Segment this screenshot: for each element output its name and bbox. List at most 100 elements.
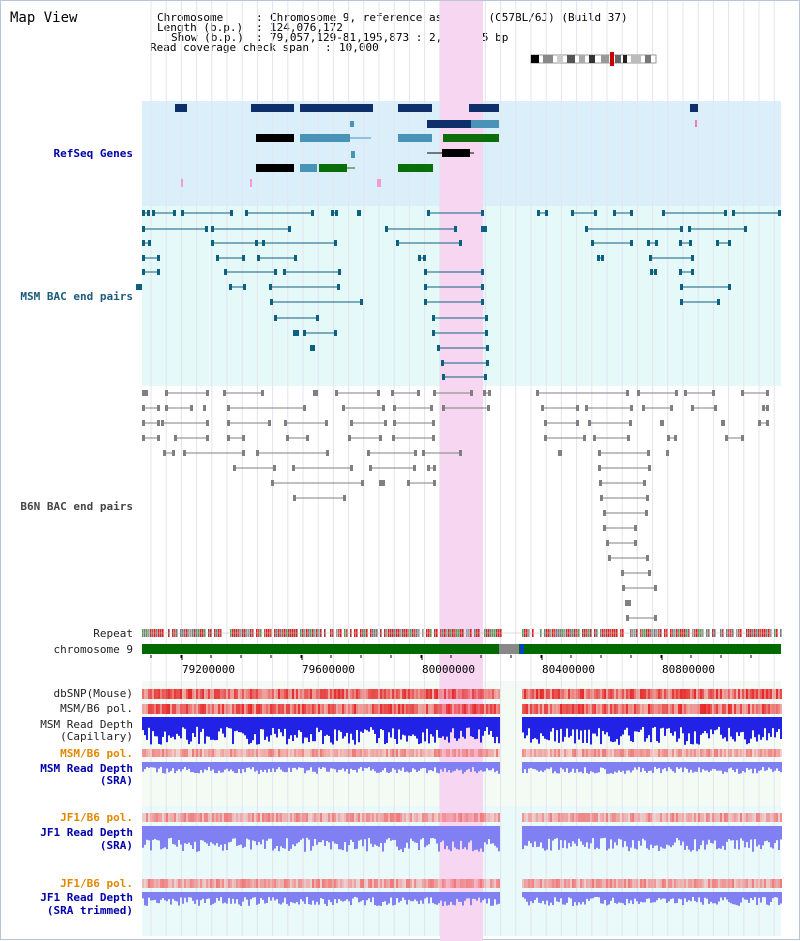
dbsnp-cell <box>338 689 340 699</box>
dbsnp-cell <box>662 689 664 699</box>
msm-depth-cap-bar <box>474 717 476 740</box>
msm-pol-cell <box>334 704 336 714</box>
msm-depth-cap-bar <box>528 717 530 729</box>
dbsnp-cell <box>312 689 314 699</box>
jf1-depth-bar <box>246 826 248 839</box>
jf1-trim-bar <box>212 892 214 904</box>
jf1-pol-cell <box>392 813 394 822</box>
jf1-depth-bar <box>744 826 746 848</box>
msm-depth-sra-bar <box>582 762 584 774</box>
dbsnp-cell <box>292 689 294 699</box>
dbsnp-cell <box>282 689 284 699</box>
msm-pol2-cell <box>586 749 588 757</box>
msm-pol-cell <box>722 704 724 714</box>
msm-pol2-cell <box>666 749 668 757</box>
jf1-trim-bar <box>214 892 216 903</box>
refseq-gene <box>690 104 698 112</box>
jf1-trim-bar <box>366 892 368 901</box>
msm-pol2-cell <box>192 749 194 757</box>
jf1-trim-bar <box>410 892 412 902</box>
jf1-trim-bar <box>678 892 680 899</box>
jf1-trim-bar <box>704 892 706 898</box>
msm-depth-cap-bar <box>318 717 320 733</box>
refseq-gene <box>319 164 347 172</box>
jf1-pol-cell <box>356 813 358 822</box>
b6n-bac-pair-end <box>626 390 629 396</box>
msm-bac-pair-end <box>454 226 457 232</box>
msm-depth-cap-bar <box>436 717 438 730</box>
jf1-trim-bar <box>470 892 472 906</box>
dbsnp-cell <box>634 689 636 699</box>
jf1-trim-bar <box>676 892 678 903</box>
msm-depth-sra-bar <box>368 762 370 768</box>
msm-depth-sra-bar <box>258 762 260 774</box>
jf1-trim-bar <box>580 892 582 905</box>
msm-pol-cell <box>652 704 654 714</box>
jf1-pol-cell <box>324 813 326 822</box>
msm-depth-sra-bar <box>164 762 166 774</box>
dbsnp-cell <box>636 689 638 699</box>
msm-depth-sra-bar <box>332 762 334 769</box>
msm-depth-sra-bar <box>776 762 778 769</box>
jf1-pol-cell <box>252 813 254 822</box>
msm-depth-cap-bar <box>296 717 298 738</box>
jf1-trim-bar <box>482 892 484 901</box>
jf1-pol2-cell <box>336 879 338 888</box>
b6n-bac-pair-end <box>227 405 230 411</box>
msm-depth-sra-bar <box>334 762 336 770</box>
jf1-depth-bar <box>156 826 158 841</box>
msm-pol2-cell <box>356 749 358 757</box>
msm-depth-cap-bar <box>230 717 232 729</box>
jf1-depth-bar <box>708 826 710 840</box>
msm-pol2-cell <box>634 749 636 757</box>
track-label-msm-bac[interactable]: MSM BAC end pairs <box>20 290 133 303</box>
track-label-refseq[interactable]: RefSeq Genes <box>53 147 133 160</box>
jf1-trim-bar <box>568 892 570 898</box>
msm-depth-cap-bar <box>288 717 290 739</box>
jf1-depth-bar <box>540 826 542 843</box>
track-label-b6n-bac[interactable]: B6N BAC end pairs <box>20 500 133 513</box>
msm-pol-cell <box>600 704 602 714</box>
msm-depth-sra-bar <box>222 762 224 773</box>
dbsnp-cell <box>210 689 212 699</box>
jf1-pol2-cell <box>654 879 656 888</box>
jf1-trim-bar <box>152 892 154 901</box>
jf1-pol-cell <box>474 813 476 822</box>
dbsnp-cell <box>572 689 574 699</box>
jf1-depth-bar <box>458 826 460 850</box>
jf1-trim-bar <box>556 892 558 902</box>
jf1-pol2-cell <box>404 879 406 888</box>
msm-depth-cap-bar <box>566 717 568 729</box>
b6n-bac-pair-end <box>741 390 744 396</box>
b6n-bac-pair-end <box>544 435 547 441</box>
jf1-pol-cell <box>466 813 468 822</box>
jf1-trim-bar <box>312 892 314 901</box>
jf1-depth-bar <box>298 826 300 843</box>
msm-depth-sra-bar <box>352 762 354 771</box>
jf1-depth-bar <box>238 826 240 846</box>
msm-depth-cap-bar <box>574 717 576 744</box>
selection-highlight <box>440 1 483 941</box>
msm-pol-cell <box>380 704 382 714</box>
dbsnp-cell <box>546 689 548 699</box>
msm-depth-cap-bar <box>238 717 240 733</box>
jf1-pol2-cell <box>670 879 672 888</box>
msm-pol2-cell <box>762 749 764 757</box>
jf1-trim-bar <box>416 892 418 902</box>
jf1-pol-cell <box>438 813 440 822</box>
msm-depth-sra-bar <box>382 762 384 771</box>
msm-pol2-cell <box>166 749 168 757</box>
jf1-trim-bar <box>616 892 618 904</box>
jf1-depth-bar <box>334 826 336 844</box>
jf1-trim-bar <box>592 892 594 899</box>
jf1-trim-bar <box>368 892 370 899</box>
dbsnp-cell <box>236 689 238 699</box>
dbsnp-cell <box>220 689 222 699</box>
dbsnp-cell <box>674 689 676 699</box>
dbsnp-cell <box>698 689 700 699</box>
msm-depth-cap-bar <box>718 717 720 727</box>
msm-bac-pair-end <box>257 255 260 261</box>
jf1-pol-cell <box>562 813 564 822</box>
jf1-pol2-cell <box>222 879 224 888</box>
